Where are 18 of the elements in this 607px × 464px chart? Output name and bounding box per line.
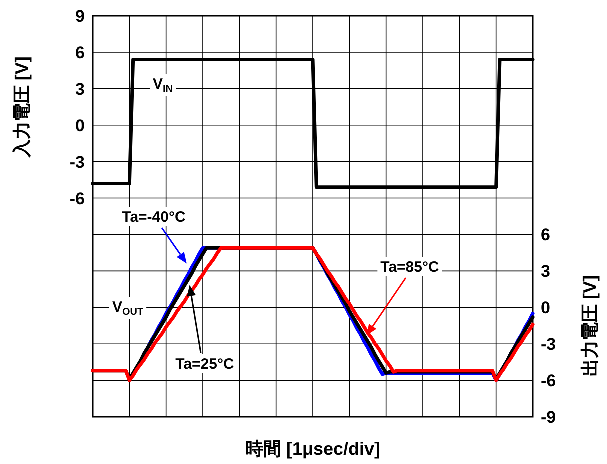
y-tick-label: -3 [70, 152, 85, 172]
x-axis-title: 時間 [1μsec/div] [245, 439, 381, 459]
y-tick-label: 3 [76, 79, 85, 98]
y-tick-label: 6 [76, 42, 85, 62]
annotation: V$_{OUT}$ [112, 298, 144, 318]
y2-tick-label: -9 [541, 408, 556, 426]
y2-tick-label: -3 [541, 334, 556, 354]
y-tick-label: -6 [70, 188, 85, 208]
y2-tick-label: 0 [541, 298, 550, 318]
series-label: Ta=-40°C [122, 208, 186, 226]
y2-tick-label: 3 [541, 262, 550, 281]
y-tick-label: 9 [76, 6, 85, 26]
y-axis-title: 入力電圧 [V] [12, 56, 32, 159]
series-label: Ta=25°C [176, 356, 234, 372]
y2-tick-label: -6 [541, 371, 556, 390]
y-tick-label: 0 [76, 116, 85, 135]
y2-tick-label: 6 [541, 225, 550, 244]
y2-axis-title: 出力電圧 [V] [580, 275, 600, 376]
